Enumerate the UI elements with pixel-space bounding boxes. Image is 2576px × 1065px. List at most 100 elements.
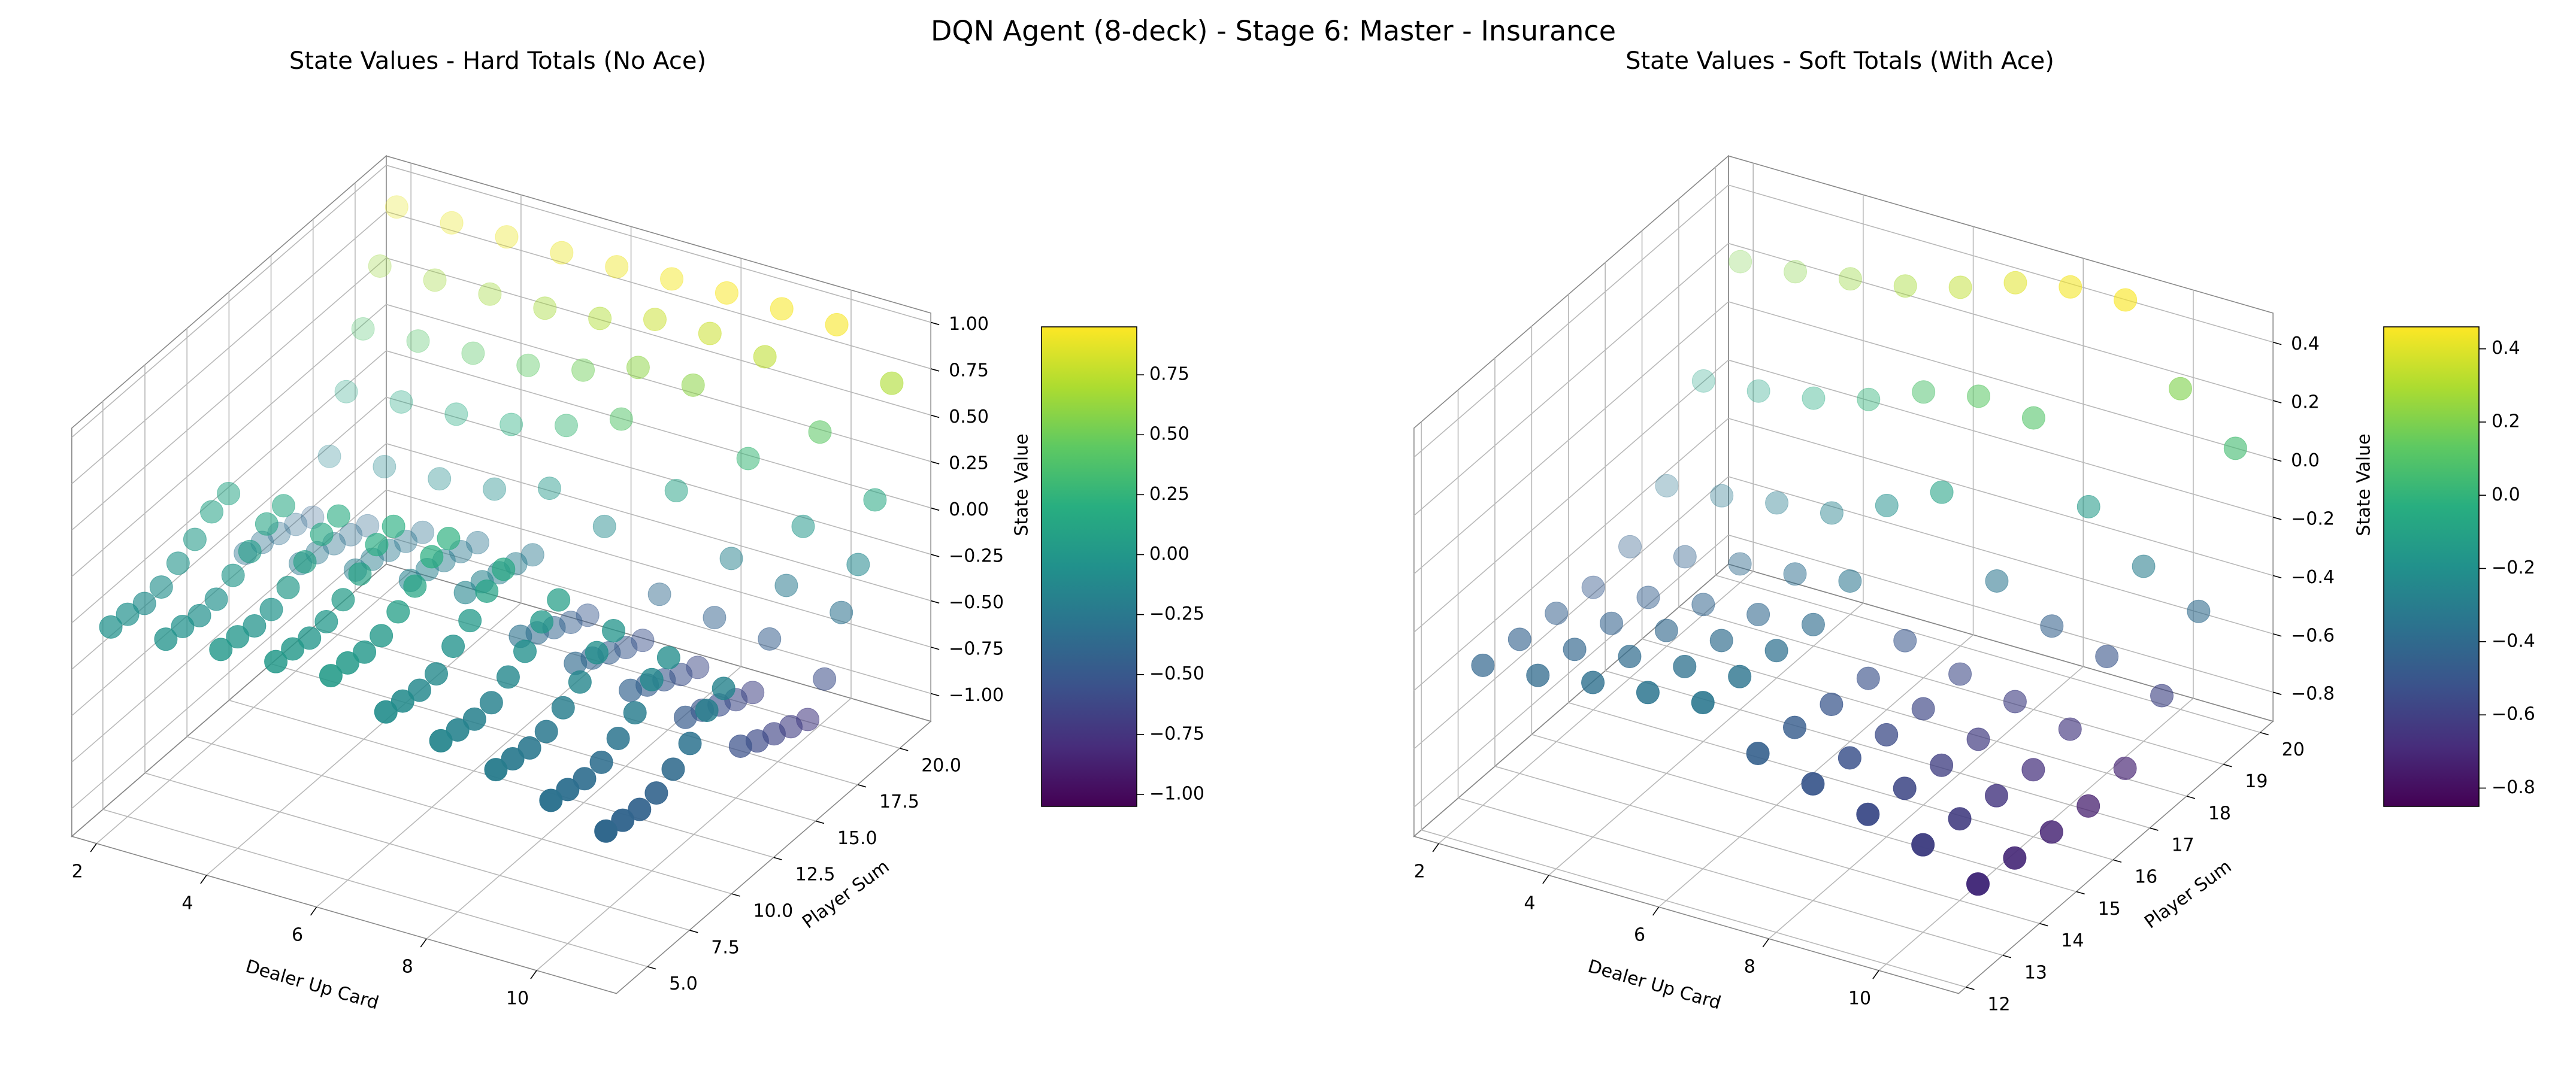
point — [647, 582, 671, 606]
point — [446, 718, 470, 742]
grid-line — [1421, 829, 1966, 988]
tick-mark — [930, 461, 940, 465]
point — [187, 603, 211, 627]
point — [1820, 501, 1844, 525]
point — [462, 707, 486, 731]
z-tick-label: 0.4 — [2291, 333, 2320, 354]
point — [695, 699, 719, 723]
point — [1600, 611, 1624, 635]
point — [1838, 267, 1862, 291]
point — [183, 527, 207, 551]
pane-z — [1413, 563, 2274, 994]
point — [1545, 601, 1569, 625]
point — [1654, 618, 1678, 642]
point — [1930, 480, 1954, 504]
colorbar-tick-label: 0.25 — [1149, 484, 1189, 505]
point — [429, 729, 453, 753]
point — [656, 646, 680, 670]
tick-mark — [2272, 341, 2282, 345]
point — [1783, 715, 1807, 739]
point — [314, 609, 338, 633]
point — [628, 797, 652, 821]
colorbar-tick-label: 0.4 — [2492, 338, 2520, 359]
point — [534, 720, 558, 744]
point — [1618, 535, 1642, 559]
point — [551, 696, 575, 720]
point — [516, 353, 540, 377]
point — [1966, 727, 1990, 751]
point — [533, 296, 557, 320]
grid-line — [1728, 476, 2274, 635]
tick-mark — [773, 857, 782, 861]
point — [846, 553, 870, 577]
point — [623, 701, 647, 725]
x-tick-label: 10 — [1848, 988, 1871, 1009]
tick-mark — [2272, 400, 2282, 403]
tick-mark — [420, 938, 427, 948]
y-tick-label: 17 — [2171, 835, 2194, 856]
y-tick-label: 14 — [2061, 930, 2084, 951]
y-tick-label: 12 — [1987, 994, 2010, 1015]
y-tick-label: 13 — [2024, 962, 2047, 983]
point — [368, 254, 392, 278]
suptitle: DQN Agent (8-deck) - Stage 6: Master - I… — [931, 15, 1616, 47]
tick-mark — [2272, 633, 2282, 637]
colorbar-tick-label: −1.00 — [1149, 783, 1204, 804]
point — [1783, 562, 1807, 586]
grid-line — [1548, 602, 1864, 876]
point — [1801, 772, 1825, 796]
y-tick-label: 7.5 — [711, 937, 740, 958]
point — [2095, 645, 2119, 669]
tick-mark — [689, 930, 698, 933]
tick-mark — [930, 368, 940, 372]
point — [1765, 491, 1789, 515]
tick-mark — [310, 906, 317, 916]
colorbar-tick-label: 0.50 — [1149, 424, 1189, 445]
grid-line — [1658, 634, 1974, 908]
point — [619, 678, 643, 702]
tick-mark — [2002, 954, 2012, 958]
point — [1618, 645, 1642, 669]
point — [554, 414, 578, 438]
z-tick-label: 0.0 — [2291, 450, 2320, 471]
grid-line — [386, 350, 931, 509]
grid-line — [1568, 702, 2114, 860]
point — [609, 407, 633, 431]
point — [217, 481, 241, 505]
point — [1984, 784, 2008, 808]
point — [259, 597, 283, 621]
point — [437, 527, 461, 551]
tick-mark — [930, 693, 940, 697]
tick-mark — [90, 843, 97, 852]
point — [441, 635, 465, 659]
point — [1875, 493, 1899, 517]
grid-line — [1494, 766, 2040, 924]
point — [1746, 603, 1770, 627]
point — [1948, 662, 1972, 686]
z-tick-label: −1.00 — [949, 685, 1004, 706]
point — [348, 562, 372, 586]
point — [513, 639, 537, 663]
subplot-title: State Values - Hard Totals (No Ace) — [289, 47, 706, 75]
z-axis-label: State Value — [2354, 433, 2375, 536]
point — [116, 602, 140, 626]
point — [407, 678, 431, 702]
point — [2039, 820, 2063, 844]
grid-line — [1413, 418, 1729, 691]
point — [423, 268, 447, 292]
point — [293, 550, 317, 574]
grid-line — [1678, 606, 2224, 765]
point — [1857, 387, 1881, 411]
point — [386, 600, 410, 624]
z-tick-label: −0.2 — [2291, 508, 2335, 529]
grid-line — [386, 304, 931, 462]
grid-line — [1768, 666, 2084, 939]
point — [1746, 379, 1770, 403]
point — [411, 520, 435, 544]
point — [238, 539, 262, 563]
point — [2113, 756, 2137, 780]
point — [808, 420, 832, 444]
point — [1893, 274, 1917, 298]
point — [1710, 484, 1734, 508]
